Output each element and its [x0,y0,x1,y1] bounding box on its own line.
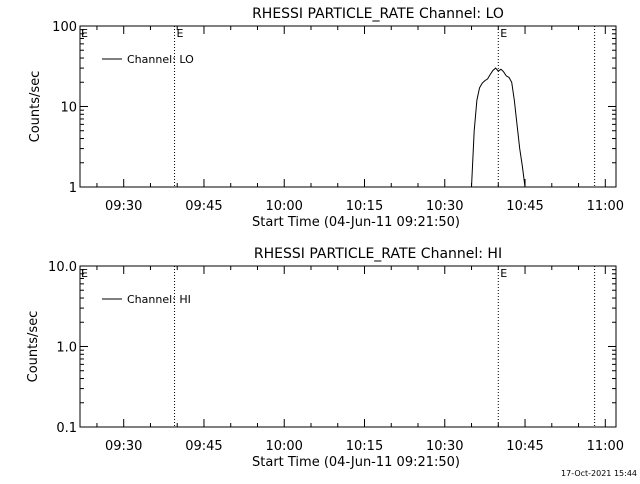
x-tick-label: 09:30 [105,439,142,454]
event-marker-label: E [81,27,88,40]
plot-frame [79,265,617,428]
chart-title: RHESSI PARTICLE_RATE Channel: HI [254,246,502,262]
x-tick-label: 10:30 [426,439,463,454]
event-marker-label: E [81,267,88,280]
chart-panel-2: RHESSI PARTICLE_RATE Channel: HI 0.1 1.0 10… [26,246,624,470]
x-tick-label: 10:30 [426,199,463,214]
x-tick-label: 09:45 [185,199,222,214]
x-tick-label: 10:00 [265,439,302,454]
x-tick-label: 10:15 [346,199,383,214]
x-axis-label: Start Time (04-Jun-11 09:21:50) [252,215,460,230]
event-marker-label: E [177,27,184,40]
x-tick-label: 10:45 [506,199,543,214]
event-marker-label: E [500,267,507,280]
footer-timestamp: 17-Oct-2021 15:44 [561,469,637,478]
legend-label: Channel: HI [127,293,191,306]
y-tick-label: 10.0 [48,260,77,275]
plot-frame [79,25,617,188]
y-tick-label: 10 [60,101,77,116]
event-marker-label: E [500,27,507,40]
y-axis-label: Counts/sec [26,311,41,383]
x-tick-label: 10:00 [265,199,302,214]
y-tick-label: 1 [69,181,77,196]
x-tick-label: 11:00 [587,439,624,454]
y-tick-label: 1.0 [56,341,77,356]
series-line-channel-lo [471,67,526,188]
y-tick-label: 100 [52,20,77,35]
chart-panel-1: RHESSI PARTICLE_RATE Channel: LO 1 10 100 09… [28,6,624,230]
x-tick-label: 10:15 [346,439,383,454]
x-axis-label: Start Time (04-Jun-11 09:21:50) [252,455,460,470]
x-tick-label: 09:45 [185,439,222,454]
legend-label: Channel: LO [127,53,194,66]
chart-title: RHESSI PARTICLE_RATE Channel: LO [252,6,504,22]
x-tick-label: 11:00 [587,199,624,214]
y-tick-label: 0.1 [56,421,77,436]
x-tick-label: 09:30 [105,199,142,214]
x-tick-label: 10:45 [506,439,543,454]
y-axis-label: Counts/sec [28,71,43,143]
